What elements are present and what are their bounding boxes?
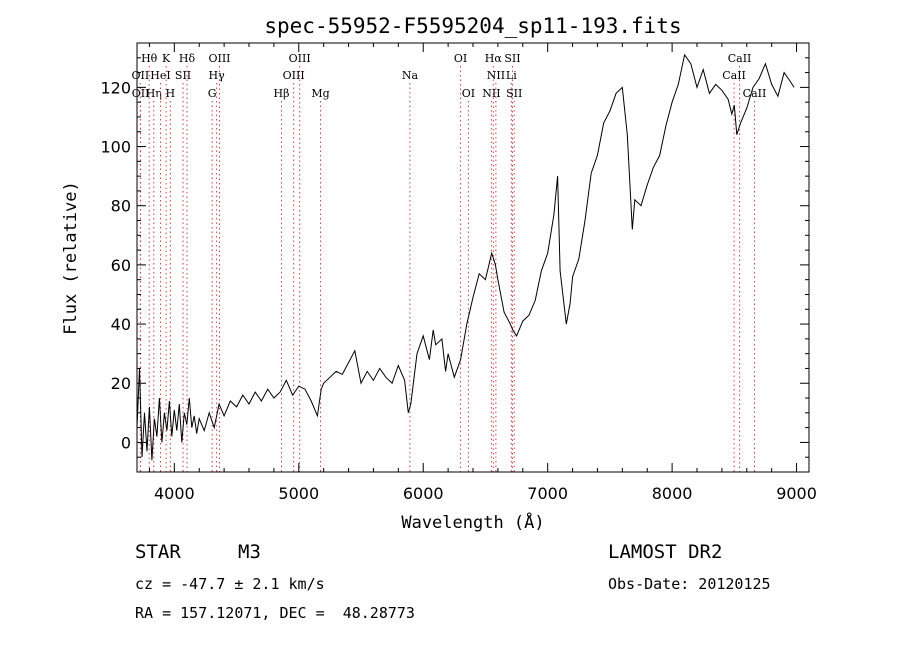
line-label-21: NII — [487, 69, 505, 82]
x-tick-label-4: 8000 — [652, 484, 693, 503]
line-label-3: Hη — [146, 87, 162, 100]
x-tick-label-3: 7000 — [527, 484, 568, 503]
line-label-22: Li — [506, 69, 517, 82]
line-label-11: G — [208, 87, 217, 100]
chart-title: spec-55952-F5595204_sp11-193.fits — [264, 14, 681, 38]
y-tick-label-2: 40 — [111, 315, 131, 334]
line-label-13: OIII — [283, 69, 305, 82]
y-tick-label-6: 120 — [100, 78, 131, 97]
line-label-7: H — [166, 87, 176, 100]
line-label-24: SII — [506, 87, 522, 100]
line-label-4: K — [162, 52, 171, 65]
plot-frame — [136, 42, 810, 473]
y-axis-label: Flux (relative) — [61, 181, 81, 335]
line-label-1: OII — [132, 69, 150, 82]
line-label-5: HeI — [150, 69, 170, 82]
coordinates: RA = 157.12071, DEC = 48.28773 — [135, 604, 415, 622]
line-label-6: SII — [175, 69, 191, 82]
line-label-20: SII — [504, 52, 520, 65]
obs-date: Obs-Date: 20120125 — [608, 575, 771, 593]
x-axis-label: Wavelength (Å) — [401, 511, 544, 533]
line-label-27: CaII — [743, 87, 767, 100]
line-label-15: Mg — [311, 87, 329, 100]
line-label-8: Hδ — [179, 52, 196, 65]
y-tick-label-1: 20 — [111, 374, 131, 393]
line-label-25: CaII — [728, 52, 752, 65]
line-label-14: Hβ — [274, 87, 290, 100]
series-layer — [136, 53, 795, 461]
y-tick-label-3: 60 — [111, 256, 131, 275]
line-label-2: OII — [132, 87, 150, 100]
object-subclass: M3 — [238, 541, 261, 563]
x-tick-label-1: 5000 — [278, 484, 319, 503]
object-class: STAR — [135, 541, 181, 563]
line-label-17: OI — [454, 52, 467, 65]
line-label-9: OIII — [208, 52, 230, 65]
y-tick-label-0: 0 — [121, 433, 131, 452]
x-tick-label-5: 9000 — [776, 484, 817, 503]
line-label-16: Na — [402, 69, 419, 82]
spectrum-series-0 — [136, 53, 795, 461]
redshift-readout: cz = -47.7 ± 2.1 km/s — [135, 575, 325, 593]
line-label-12: OIII — [289, 52, 311, 65]
line-label-18: OI — [462, 87, 475, 100]
survey-name: LAMOST DR2 — [608, 541, 723, 563]
line-label-23: NII — [482, 87, 500, 100]
line-label-19: Hα — [485, 52, 503, 65]
axes: 4000 5000 6000 7000 8000 9000 0 20 40 60 80 100 120 — [100, 42, 817, 503]
y-tick-label-4: 80 — [111, 197, 131, 216]
line-label-10: Hγ — [209, 69, 226, 82]
line-label-0: Hθ — [141, 52, 158, 65]
line-label-26: CaII — [722, 69, 746, 82]
y-tick-label-5: 100 — [100, 138, 131, 157]
x-tick-label-2: 6000 — [403, 484, 444, 503]
x-tick-label-0: 4000 — [154, 484, 195, 503]
